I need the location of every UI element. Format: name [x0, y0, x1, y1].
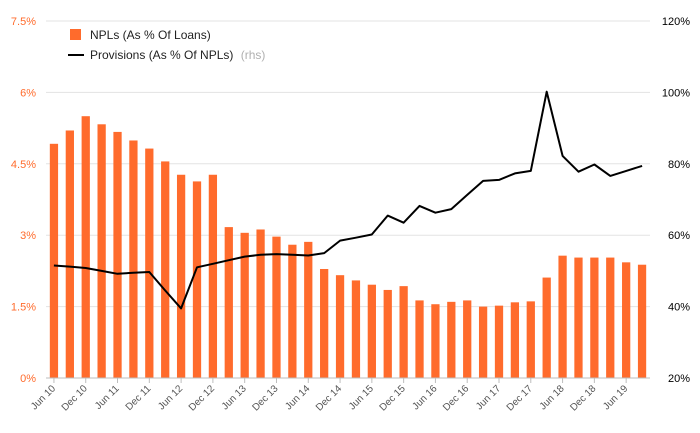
- npl-bar: [383, 289, 392, 378]
- npl-bar: [192, 181, 202, 378]
- npl-bar: [256, 229, 265, 378]
- npl-bar: [447, 301, 456, 378]
- x-tick-label: Jun 19: [601, 383, 630, 412]
- x-tick-label: Dec 18: [568, 383, 598, 413]
- x-tick-label: Dec 15: [378, 383, 408, 413]
- left-tick-label: 7.5%: [11, 16, 36, 28]
- npl-bar: [622, 262, 631, 378]
- npl-bar: [113, 131, 122, 378]
- npl-bar: [494, 305, 504, 378]
- npl-bar: [304, 241, 313, 378]
- npl-bar: [367, 284, 376, 378]
- x-tick-label: Dec 13: [250, 383, 280, 413]
- x-tick-label: Dec 10: [60, 383, 90, 413]
- x-tick-label: Jun 17: [474, 383, 503, 412]
- npl-bar: [431, 304, 440, 378]
- axes: 0% 1.5% 3% 4.5% 6% 7.5% 20% 40% 60% 80% 100% 120% Ju…: [11, 16, 690, 414]
- left-tick-label: 6%: [20, 87, 36, 99]
- x-tick-label: Jun 12: [156, 383, 185, 412]
- npl-bar: [510, 302, 520, 378]
- npl-bar: [224, 227, 233, 378]
- left-tick-label: 3%: [20, 230, 36, 242]
- right-tick-label: 100%: [662, 87, 690, 99]
- provisions-line-group: [53, 90, 643, 310]
- x-tick-label: Dec 16: [441, 383, 471, 413]
- npl-bar: [478, 306, 488, 378]
- right-tick-label: 40%: [668, 302, 690, 314]
- npl-bar: [637, 264, 647, 378]
- x-tick-label: Jun 14: [283, 383, 312, 412]
- npl-bar: [97, 124, 106, 379]
- npl-bar: [176, 174, 186, 378]
- x-tick-label: Jun 10: [29, 383, 58, 412]
- legend: NPLs (As % Of Loans) Provisions (As % Of…: [68, 28, 265, 62]
- npl-bar: [145, 148, 154, 378]
- npl-bar: [590, 257, 599, 378]
- x-tick-label: Jun 18: [538, 383, 567, 412]
- npl-bar: [161, 161, 170, 378]
- x-tick-label: Dec 14: [314, 383, 344, 413]
- npl-bar: [463, 300, 472, 378]
- npl-bar: [65, 130, 74, 378]
- npl-bar: [335, 275, 345, 378]
- left-tick-label: 1.5%: [11, 302, 36, 314]
- right-tick-label: 120%: [662, 16, 690, 28]
- npl-bar: [49, 143, 59, 378]
- legend-provisions-name: Provisions (As % Of NPLs): [90, 48, 233, 62]
- x-tick-label: Jun 13: [220, 383, 249, 412]
- npl-bar: [606, 257, 615, 378]
- npl-bar: [574, 257, 583, 378]
- x-tick-label: Jun 11: [93, 383, 122, 412]
- x-tick-label: Dec 12: [187, 383, 217, 413]
- right-tick-label: 60%: [668, 230, 690, 242]
- npl-bar: [320, 268, 329, 378]
- npl-bar: [542, 277, 551, 378]
- npl-bar: [558, 255, 567, 378]
- legend-label-npls: NPLs (As % Of Loans): [90, 28, 211, 42]
- npl-bar: [351, 280, 361, 378]
- npl-bar: [288, 244, 297, 378]
- npl-bars: [49, 116, 647, 379]
- npl-bar: [415, 300, 424, 378]
- npl-bar: [526, 301, 535, 378]
- provisions-line: [53, 90, 643, 310]
- x-tick-label: Dec 17: [505, 383, 535, 413]
- npl-bar: [208, 174, 218, 378]
- right-tick-label: 20%: [668, 373, 690, 385]
- npl-bar: [240, 232, 249, 378]
- x-tick-label: Jun 15: [347, 383, 376, 412]
- left-tick-label: 4.5%: [11, 159, 36, 171]
- legend-label-provisions: Provisions (As % Of NPLs) (rhs): [90, 48, 265, 62]
- right-tick-label: 80%: [668, 159, 690, 171]
- legend-provisions-note: (rhs): [241, 48, 266, 62]
- npl-bar: [272, 236, 281, 378]
- npl-bar: [81, 116, 90, 378]
- legend-swatch-npls: [70, 29, 81, 40]
- left-tick-label: 0%: [20, 373, 36, 385]
- x-tick-label: Dec 11: [124, 383, 154, 413]
- npl-bar: [129, 140, 138, 378]
- npl-bar: [399, 286, 408, 378]
- x-tick-label: Jun 16: [411, 383, 440, 412]
